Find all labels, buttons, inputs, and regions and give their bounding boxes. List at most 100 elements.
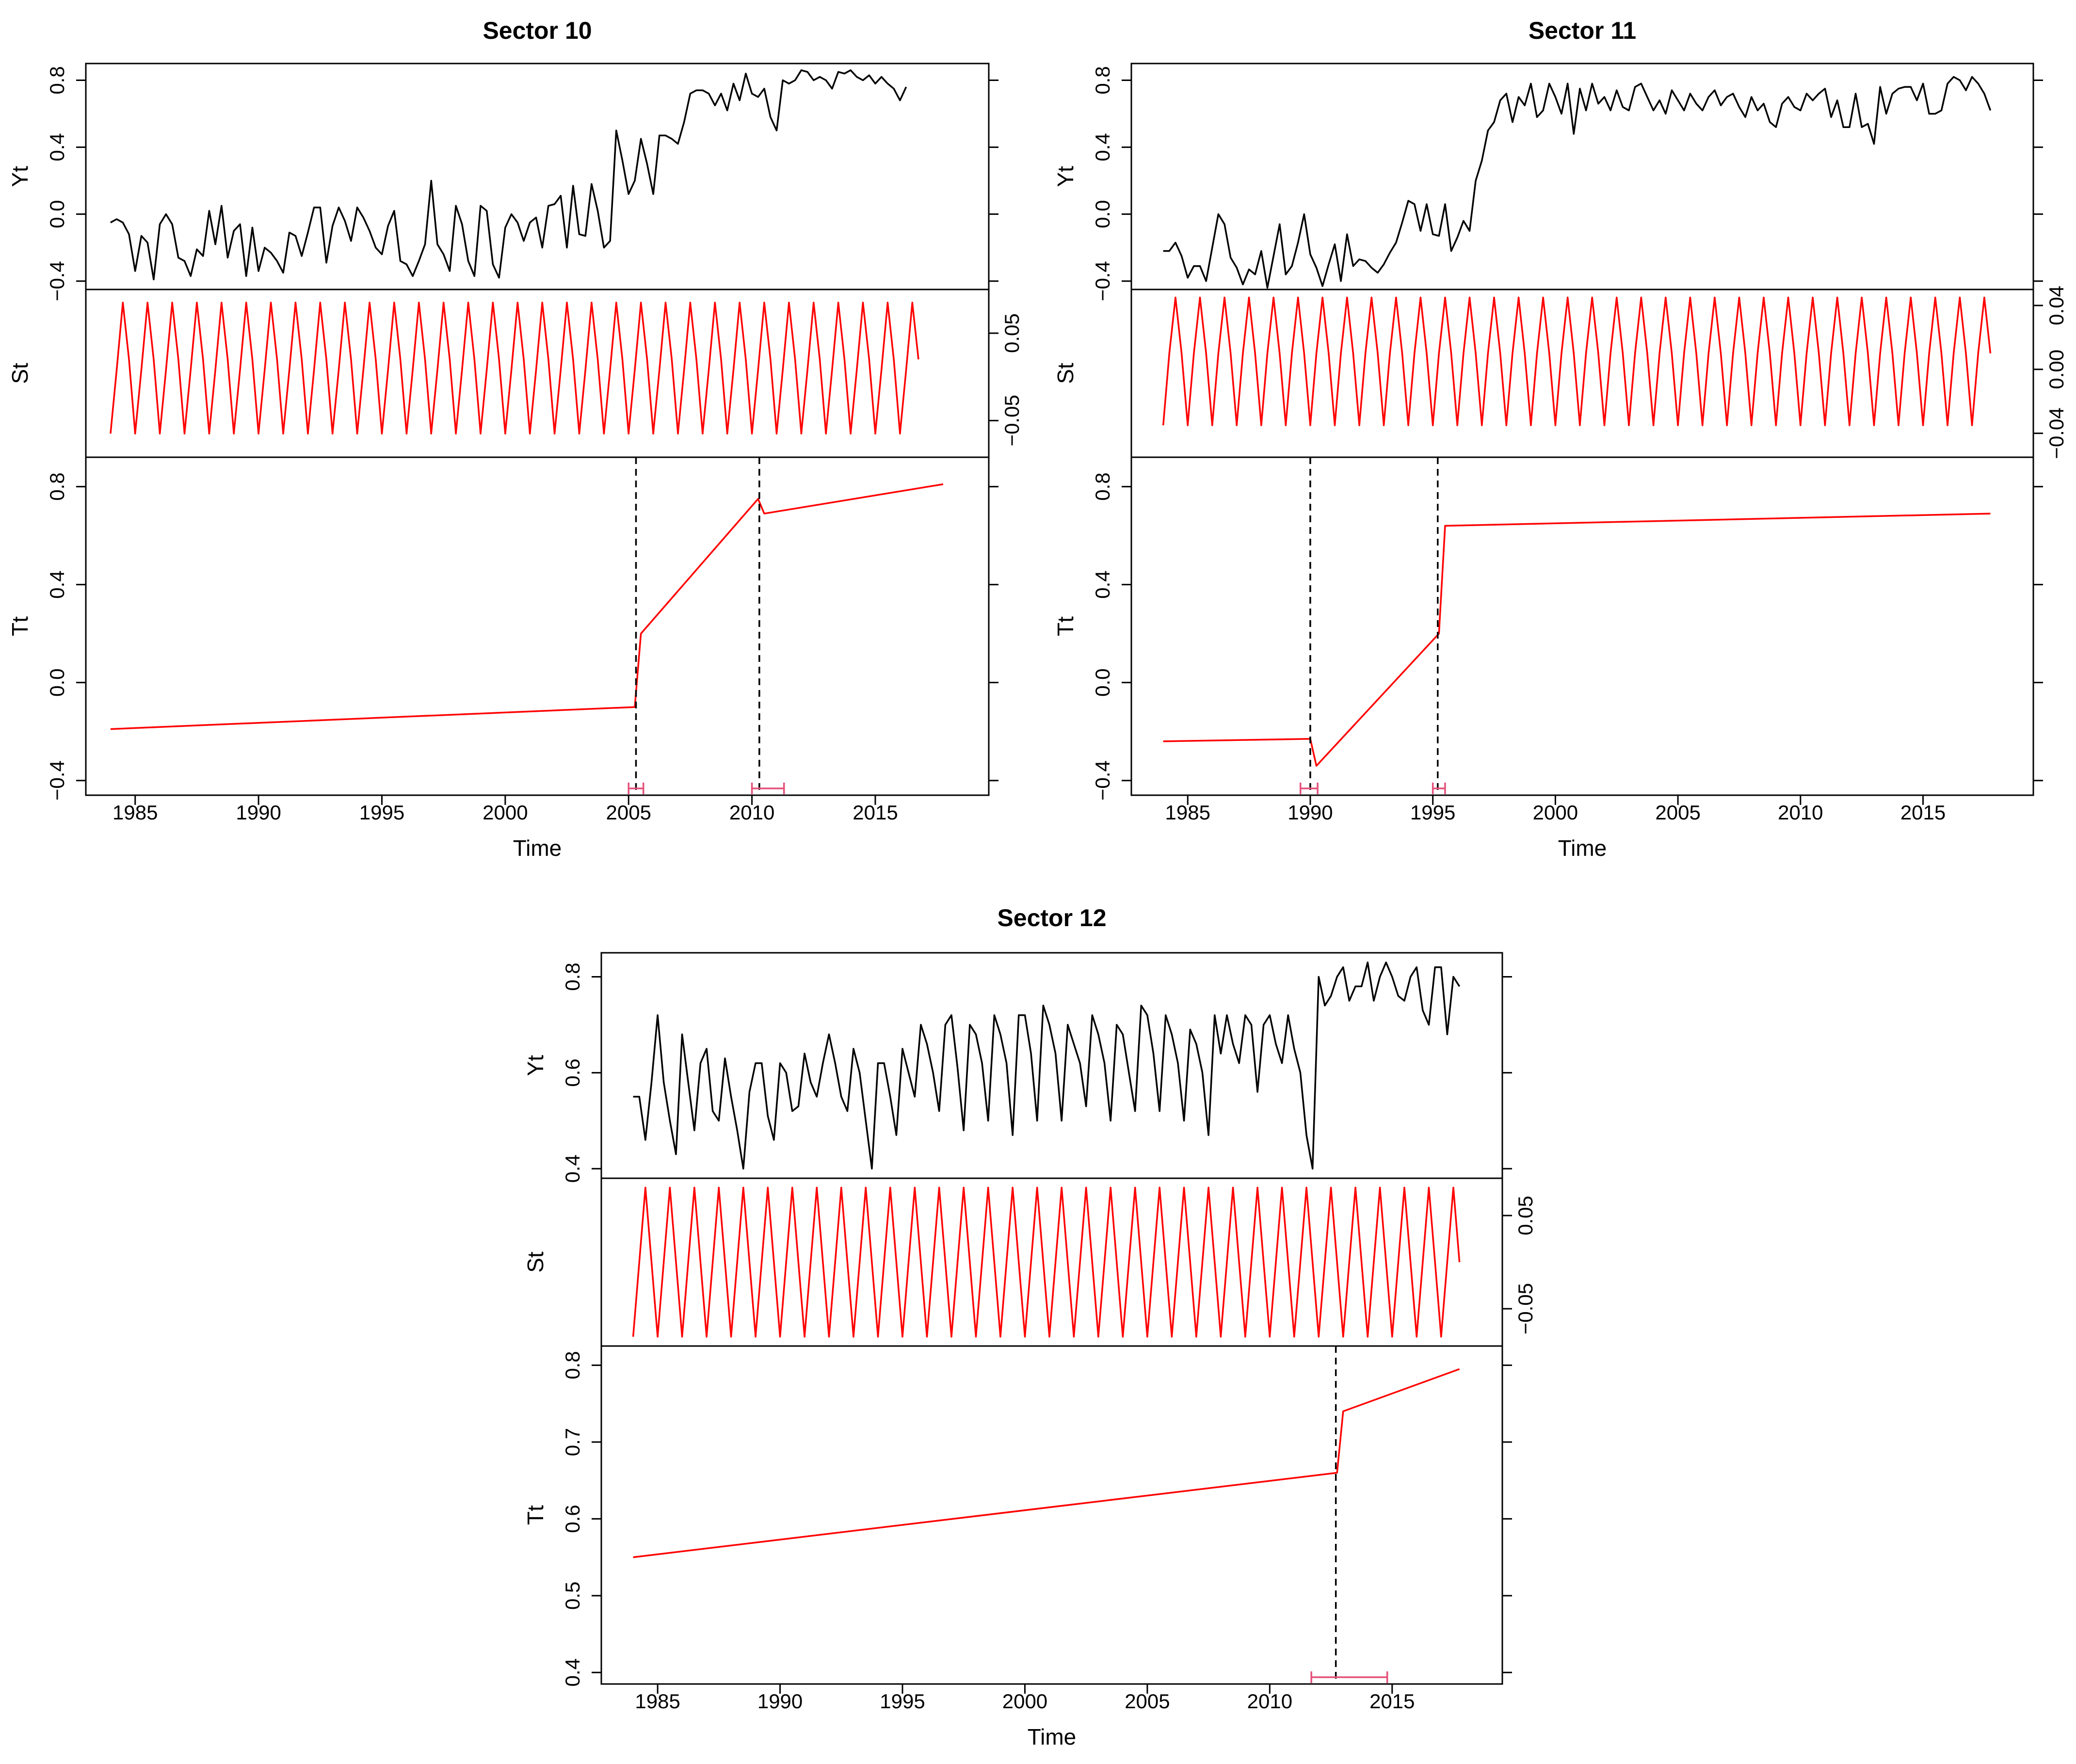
breakpoint-ci [751,783,785,794]
x-tick-label: 2010 [729,801,774,824]
panel-ylabel: Yt [1053,166,1078,187]
y-tick-label: 0.0 [46,200,68,228]
y-tick-label: 0.04 [2045,286,2068,325]
breakpoint-ci [1432,783,1446,794]
y-tick-label: 0.4 [1091,133,1114,161]
y-tick-label: 0.4 [1091,570,1114,598]
y-tick-label: −0.4 [46,261,68,301]
y-tick-label: 0.8 [1091,472,1114,500]
panel-frame [600,1345,1503,1685]
y-tick-label: 0.8 [46,472,68,500]
x-tick-label: 1995 [359,801,404,824]
panel-st: −0.05 0.05 St [523,1177,1537,1347]
x-tick-label: 2000 [1002,1690,1047,1713]
x-tick-label: 1995 [1410,801,1455,824]
y-tick-label: 0.0 [46,668,68,696]
y-tick-label: 0.4 [561,1658,584,1686]
chart-title: Sector 10 [483,17,592,44]
panel-st: −0.05 0.05 St [7,289,1023,458]
panel-frame [1130,289,2034,458]
series-tt [633,1368,1460,1558]
y-tick-label: 0.5 [561,1582,584,1610]
y-tick-label: 0.8 [561,1351,584,1379]
x-tick-label: 2015 [1369,1690,1415,1713]
x-tick-label: 2005 [1655,801,1700,824]
panel-frame [85,456,990,796]
y-tick-label: 0.05 [1000,313,1023,353]
y-tick-label: 0.6 [561,1058,584,1087]
x-tick-label: 2005 [1125,1690,1170,1713]
x-tick-label: 2000 [1533,801,1578,824]
panel-frame [85,63,990,290]
sector-chart-10: Sector 10 −0.4 0.0 0.4 0.8 Yt −0.05 0.05 St −0.4 0… [7,17,1023,861]
panel-st: −0.04 0.00 0.04 St [1053,286,2068,459]
x-tick-label: 1990 [236,801,281,824]
x-tick-label: 1990 [1287,801,1333,824]
x-tick-label: 1990 [757,1690,803,1713]
panel-yt: −0.4 0.0 0.4 0.8 Yt [1053,63,2043,301]
y-tick-label: 0.8 [1091,66,1114,94]
panel-tt: −0.4 0.0 0.4 0.8 Tt [1053,456,2043,801]
y-tick-label: 0.4 [46,133,68,161]
y-tick-label: −0.05 [1514,1283,1537,1334]
sector-chart-12: Sector 12 0.4 0.6 0.8 Yt −0.05 0.05 St 0.4 0.5 0.6… [523,904,1537,1749]
breakpoint-ci [1310,1671,1388,1683]
x-tick-label: 1995 [880,1690,925,1713]
y-tick-label: 0.05 [1514,1196,1537,1235]
series-yt [633,962,1461,1170]
y-tick-label: 0.4 [561,1155,584,1183]
panel-yt: 0.4 0.6 0.8 Yt [523,952,1512,1183]
y-tick-label: −0.4 [46,760,68,801]
panel-ylabel: St [7,363,32,384]
x-axis-title: Time [1028,1724,1077,1749]
y-tick-label: 0.6 [561,1505,584,1533]
y-tick-label: 0.0 [1091,668,1114,696]
y-tick-label: −0.04 [2045,407,2068,459]
x-axis-title: Time [1558,835,1607,861]
series-tt [1163,513,1991,767]
y-tick-label: −0.4 [1091,261,1114,301]
y-tick-label: −0.05 [1000,395,1023,446]
panel-ylabel: Tt [7,616,32,636]
y-tick-label: 0.8 [561,962,584,991]
x-tick-label: 2010 [1778,801,1823,824]
y-tick-label: 0.7 [561,1428,584,1456]
panel-tt: 0.4 0.5 0.6 0.7 0.8 Tt [523,1345,1512,1686]
panel-ylabel: St [523,1251,548,1273]
chart-title: Sector 12 [997,904,1106,931]
y-tick-label: 0.0 [1091,200,1114,228]
breakpoint-ci [1300,783,1319,794]
series-st [1162,296,1992,426]
series-st [632,1187,1461,1338]
x-tick-label: 2015 [1900,801,1946,824]
x-tick-label: 2005 [606,801,651,824]
series-yt [1163,76,1992,289]
panel-frame [85,289,990,458]
x-axis-title: Time [513,835,562,861]
x-tick-label: 2000 [483,801,528,824]
x-tick-label: 2010 [1247,1690,1292,1713]
chart-title: Sector 11 [1529,17,1636,44]
panel-tt: −0.4 0.0 0.4 0.8 Tt [7,456,998,801]
panel-ylabel: Tt [523,1505,548,1525]
panel-ylabel: Tt [1053,616,1078,636]
x-tick-label: 1985 [113,801,158,824]
panel-ylabel: Yt [7,166,32,187]
panel-frame [600,952,1503,1179]
y-tick-label: 0.8 [46,66,68,94]
x-tick-label: 1985 [1165,801,1210,824]
panel-ylabel: St [1053,363,1078,384]
panel-yt: −0.4 0.0 0.4 0.8 Yt [7,63,998,301]
series-yt [110,69,907,281]
x-tick-label: 2015 [853,801,898,824]
x-tick-label: 1985 [635,1690,680,1713]
panel-frame [1130,456,2034,796]
series-tt [110,483,944,730]
y-tick-label: 0.4 [46,570,68,598]
sector-chart-11: Sector 11−0.40.00.40.8Yt−0.040.000.04St−… [1053,17,2068,861]
breakpoint-ci [628,783,644,794]
panel-ylabel: Yt [523,1055,548,1076]
y-tick-label: −0.4 [1091,760,1114,801]
y-tick-label: 0.00 [2045,350,2068,389]
